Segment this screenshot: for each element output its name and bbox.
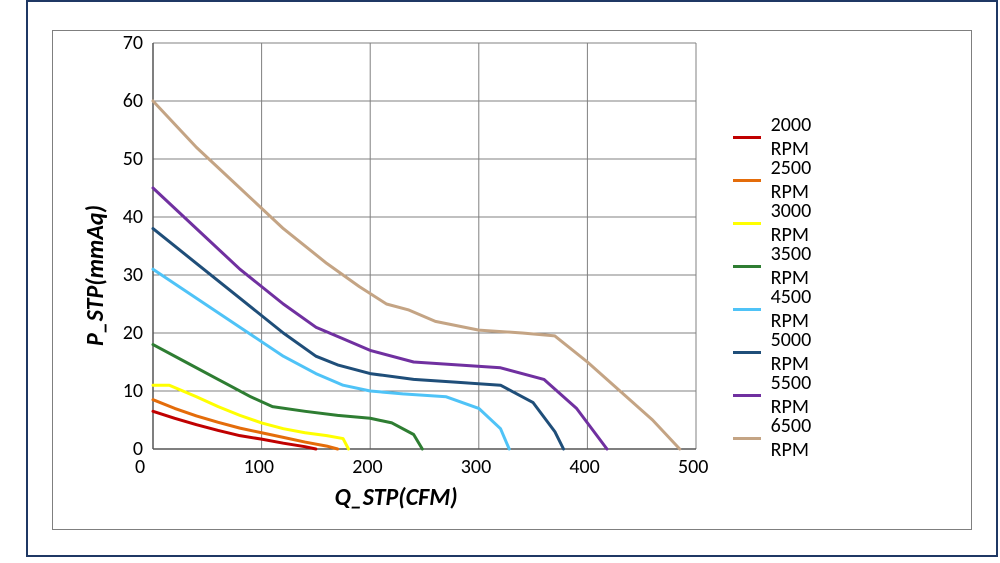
legend-label: 3000 RPM — [771, 199, 826, 247]
legend-label: 5000 RPM — [771, 328, 826, 376]
legend-swatch — [733, 222, 761, 225]
y-tick-label: 30 — [123, 263, 143, 287]
x-tick-label: 100 — [244, 455, 274, 479]
series-line — [153, 385, 348, 449]
series-line — [153, 269, 509, 449]
legend-item: 2000 RPM — [733, 113, 826, 161]
legend-swatch — [733, 265, 761, 268]
legend-item: 4500 RPM — [733, 285, 826, 333]
x-axis-label: Q_STP(CFM) — [335, 483, 458, 512]
legend-label: 6500 RPM — [771, 414, 826, 462]
legend-item: 2500 RPM — [733, 156, 826, 204]
x-tick-label: 400 — [569, 455, 599, 479]
y-tick-label: 50 — [123, 147, 143, 171]
y-tick-label: 10 — [123, 379, 143, 403]
legend-label: 5500 RPM — [771, 371, 826, 419]
legend-item: 3000 RPM — [733, 199, 826, 247]
legend-swatch — [733, 351, 761, 354]
legend-label: 2000 RPM — [771, 113, 826, 161]
y-tick-label: 40 — [123, 205, 143, 229]
y-axis-label: P_STP(mmAq) — [81, 205, 110, 346]
y-tick-label: 70 — [123, 31, 143, 55]
legend-swatch — [733, 136, 761, 139]
legend-item: 3500 RPM — [733, 242, 826, 290]
chart-panel: 0100200300400500 010203040506070 Q_STP(C… — [52, 30, 972, 530]
x-tick-label: 300 — [461, 455, 491, 479]
legend-label: 3500 RPM — [771, 242, 826, 290]
legend-swatch — [733, 437, 761, 440]
legend-label: 4500 RPM — [771, 285, 826, 333]
y-tick-label: 20 — [123, 321, 143, 345]
legend-item: 5000 RPM — [733, 328, 826, 376]
legend-label: 2500 RPM — [771, 156, 826, 204]
y-tick-label: 0 — [133, 437, 143, 461]
page-root: 0100200300400500 010203040506070 Q_STP(C… — [0, 0, 1000, 563]
series-line — [153, 400, 338, 449]
legend-swatch — [733, 394, 761, 397]
legend-item: 5500 RPM — [733, 371, 826, 419]
x-tick-label: 200 — [352, 455, 382, 479]
chart-svg — [53, 31, 973, 531]
legend-swatch — [733, 308, 761, 311]
legend-swatch — [733, 179, 761, 182]
x-tick-label: 500 — [678, 455, 708, 479]
legend-item: 6500 RPM — [733, 414, 826, 462]
y-tick-label: 60 — [123, 89, 143, 113]
